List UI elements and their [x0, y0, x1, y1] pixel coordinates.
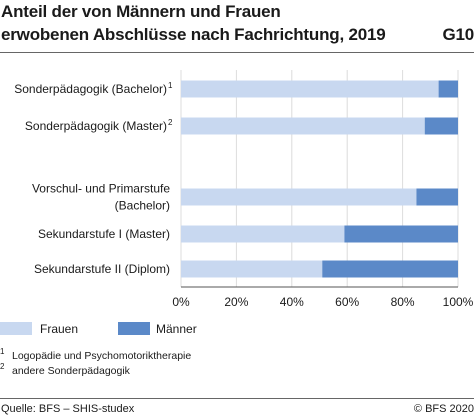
footnote-2-text: andere Sonderpädagogik: [12, 365, 130, 377]
bar-frauen: [181, 225, 345, 243]
category-footnote-mark: 2: [168, 118, 173, 127]
legend-label-frauen: Frauen: [40, 322, 78, 336]
category-label: Sonderpädagogik (Bachelor): [14, 82, 167, 96]
category-label: Sekundarstufe II (Diplom): [34, 262, 170, 276]
x-tick-label: 60%: [335, 295, 359, 309]
legend-swatch-männer: [118, 322, 150, 335]
chart-title-line-1: Anteil der von Männern und Frauen: [1, 2, 281, 21]
x-tick-label: 0%: [172, 295, 190, 309]
bar-frauen: [181, 260, 323, 278]
footnote-1-text: Logopädie und Psychomotoriktherapie: [12, 350, 192, 362]
footnote-1-mark: 1: [0, 347, 5, 356]
bar-männer: [416, 188, 458, 206]
footnote-2-mark: 2: [0, 362, 5, 371]
x-tick-label: 40%: [280, 295, 304, 309]
bar-frauen: [181, 80, 439, 98]
category-label: Vorschul- und Primarstufe: [32, 182, 170, 196]
x-tick-label: 20%: [224, 295, 248, 309]
category-footnote-mark: 1: [168, 81, 173, 90]
chart-title: Anteil der von Männern und Frauen erwobe…: [0, 0, 474, 46]
bar-frauen: [181, 188, 417, 206]
bar-männer: [438, 80, 458, 98]
bar-männer: [344, 225, 458, 243]
category-label: (Bachelor): [115, 199, 170, 213]
x-tick-label: 80%: [391, 295, 415, 309]
x-tick-label: 100%: [443, 295, 474, 309]
category-label: Sonderpädagogik (Master): [25, 119, 167, 133]
header-divider: [0, 52, 474, 53]
footer-divider: [0, 398, 474, 399]
category-label: Sekundarstufe I (Master): [38, 227, 170, 241]
source-text: Quelle: BFS – SHIS-studex: [1, 403, 135, 415]
legend-label-männer: Männer: [156, 322, 197, 336]
copyright-text: © BFS 2020: [413, 403, 474, 415]
bar-männer: [322, 260, 458, 278]
legend-swatch-frauen: [0, 322, 32, 335]
stacked-bar-chart: Sonderpädagogik (Bachelor) 1 Sonderpädagog…: [0, 70, 474, 336]
bar-männer: [424, 117, 458, 135]
bar-frauen: [181, 117, 425, 135]
chart-title-line-2: erwobenen Abschlüsse nach Fachrichtung, …: [1, 25, 386, 44]
chart-code: G10: [442, 25, 474, 44]
